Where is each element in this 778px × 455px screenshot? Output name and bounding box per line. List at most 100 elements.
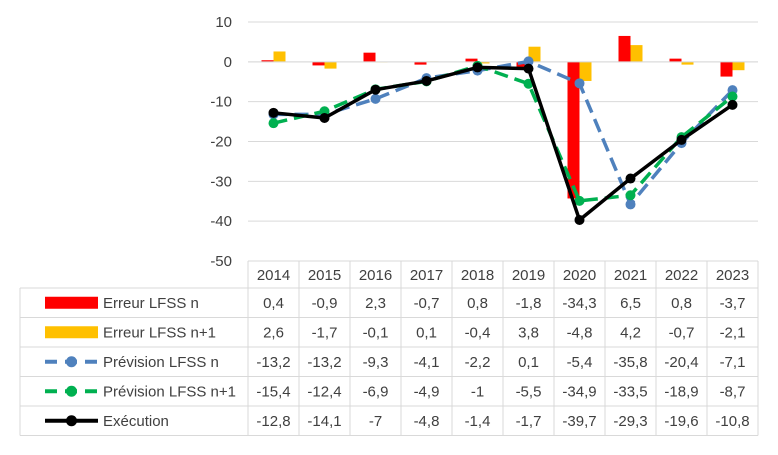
bar-erreur-lfss-n-1 — [325, 62, 337, 69]
data-point — [422, 76, 432, 86]
x-tick-label: 2016 — [359, 267, 392, 284]
x-tick-label: 2014 — [257, 267, 290, 284]
data-label: -20,4 — [664, 354, 698, 371]
data-label: -5,5 — [516, 383, 542, 400]
legend-label: Erreur LFSS n — [103, 295, 199, 312]
data-label: -1,7 — [312, 324, 338, 341]
bar-erreur-lfss-n-1 — [631, 45, 643, 62]
data-label: -8,7 — [720, 383, 746, 400]
legend-key — [45, 297, 98, 309]
x-tick-label: 2023 — [716, 267, 749, 284]
data-label: 6,5 — [620, 295, 641, 312]
data-label: -34,3 — [562, 295, 596, 312]
data-label: -0,7 — [414, 295, 440, 312]
y-tick-label: -10 — [210, 94, 232, 111]
data-label: 0,8 — [467, 295, 488, 312]
legend-label: Exécution — [103, 413, 169, 430]
legend-key-marker — [66, 356, 77, 367]
series-line — [274, 66, 733, 201]
data-label: -3,7 — [720, 295, 746, 312]
legend-label: Prévision LFSS n — [103, 354, 219, 371]
bar-erreur-lfss-n-1 — [733, 62, 745, 70]
data-point — [626, 174, 636, 184]
legend-key-marker — [66, 386, 77, 397]
data-label: -1,7 — [516, 413, 542, 430]
bar-erreur-lfss-n-1 — [580, 62, 592, 81]
data-label: -1,4 — [465, 413, 491, 430]
data-label: -18,9 — [664, 383, 698, 400]
data-label: -29,3 — [613, 413, 647, 430]
bar-erreur-lfss-n-1 — [274, 51, 286, 61]
x-tick-label: 2019 — [512, 267, 545, 284]
legend-label: Prévision LFSS n+1 — [103, 383, 236, 400]
data-label: -14,1 — [307, 413, 341, 430]
data-label: -2,1 — [720, 324, 746, 341]
y-tick-label: -40 — [210, 213, 232, 230]
data-label: -6,9 — [363, 383, 389, 400]
data-label: -4,1 — [414, 354, 440, 371]
data-label: -7 — [369, 413, 382, 430]
series-line — [274, 67, 733, 220]
data-point — [473, 62, 483, 72]
data-label: 0,1 — [416, 324, 437, 341]
data-label: -1,8 — [516, 295, 542, 312]
data-label: -2,2 — [465, 354, 491, 371]
legend-key-marker — [66, 415, 77, 426]
data-point — [677, 135, 687, 145]
data-label: -4,8 — [414, 413, 440, 430]
data-label: -0,7 — [669, 324, 695, 341]
data-label: 0,8 — [671, 295, 692, 312]
data-label: 0,1 — [518, 354, 539, 371]
data-label: 2,6 — [263, 324, 284, 341]
data-label: -7,1 — [720, 354, 746, 371]
data-label: -0,9 — [312, 295, 338, 312]
data-point — [371, 85, 381, 95]
data-point — [575, 78, 585, 88]
data-label: -5,4 — [567, 354, 593, 371]
data-point — [269, 118, 279, 128]
y-tick-label: 10 — [215, 14, 232, 31]
data-label: -33,5 — [613, 383, 647, 400]
bar-erreur-lfss-n — [619, 36, 631, 62]
data-label: -4,8 — [567, 324, 593, 341]
series-line — [274, 61, 733, 204]
data-label: -0,1 — [363, 324, 389, 341]
legend-label: Erreur LFSS n+1 — [103, 324, 216, 341]
data-point — [626, 190, 636, 200]
data-label: -13,2 — [307, 354, 341, 371]
data-label: 0,4 — [263, 295, 284, 312]
y-tick-label: -20 — [210, 134, 232, 151]
data-label: -9,3 — [363, 354, 389, 371]
data-point — [320, 113, 330, 123]
x-tick-label: 2021 — [614, 267, 647, 284]
data-label: 2,3 — [365, 295, 386, 312]
data-label: -13,2 — [256, 354, 290, 371]
x-tick-label: 2020 — [563, 267, 596, 284]
data-label: -35,8 — [613, 354, 647, 371]
data-label: 3,8 — [518, 324, 539, 341]
x-tick-label: 2017 — [410, 267, 443, 284]
data-label: -39,7 — [562, 413, 596, 430]
data-point — [371, 94, 381, 104]
data-point — [269, 108, 279, 118]
data-label: -0,4 — [465, 324, 491, 341]
data-label: -4,9 — [414, 383, 440, 400]
data-label: -10,8 — [715, 413, 749, 430]
bar-erreur-lfss-n — [364, 53, 376, 62]
data-point — [728, 100, 738, 110]
data-point — [575, 215, 585, 225]
data-label: -12,8 — [256, 413, 290, 430]
x-tick-label: 2015 — [308, 267, 341, 284]
data-label: -1 — [471, 383, 484, 400]
data-point — [524, 64, 534, 74]
bar-erreur-lfss-n — [721, 62, 733, 77]
y-tick-label: 0 — [224, 54, 232, 71]
x-tick-label: 2022 — [665, 267, 698, 284]
x-tick-label: 2018 — [461, 267, 494, 284]
data-label: -12,4 — [307, 383, 341, 400]
data-label: -19,6 — [664, 413, 698, 430]
data-label: 4,2 — [620, 324, 641, 341]
data-point — [626, 199, 636, 209]
legend-key — [45, 326, 98, 338]
y-tick-label: -50 — [210, 253, 232, 270]
